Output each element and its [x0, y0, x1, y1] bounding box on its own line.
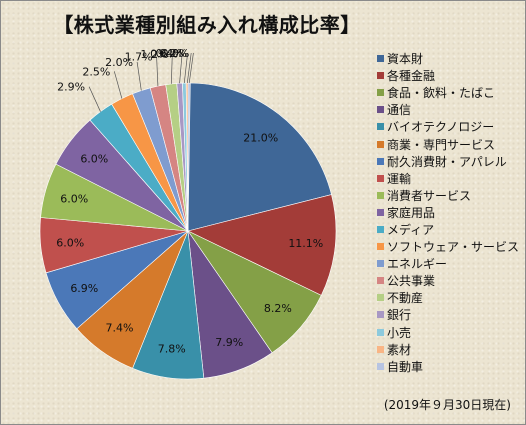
- legend-item: 消費者サービス: [377, 187, 519, 204]
- slice-value-label: 7.4%: [106, 322, 134, 335]
- slice-value-label: 11.1%: [288, 237, 323, 250]
- pie-slice: [187, 82, 332, 232]
- leader-line: [188, 52, 194, 84]
- legend-swatch: [377, 55, 384, 63]
- legend-item: 公共事業: [377, 272, 519, 289]
- leader-line: [170, 54, 173, 84]
- legend-swatch: [377, 140, 384, 148]
- legend-label: メディア: [387, 222, 435, 237]
- slice-value-label: 0.0%: [161, 47, 189, 60]
- legend-item: メディア: [377, 221, 519, 238]
- legend-swatch: [377, 277, 384, 285]
- slice-value-label: 6.0%: [80, 153, 108, 166]
- legend-swatch: [377, 191, 384, 199]
- legend-swatch: [377, 208, 384, 216]
- slice-value-label: 2.5%: [82, 65, 110, 78]
- legend-item: バイオテクノロジー: [377, 118, 519, 135]
- leader-line: [183, 53, 188, 84]
- legend-swatch: [377, 72, 384, 80]
- slice-value-label: 6.0%: [56, 237, 84, 250]
- legend-item: 銀行: [377, 306, 519, 323]
- legend-label: 銀行: [387, 308, 412, 323]
- legend-swatch: [377, 243, 384, 251]
- legend-label: ソフトウェア・サービス: [387, 240, 520, 255]
- legend-label: 食品・飲料・たばこ: [387, 86, 496, 101]
- legend-item: 自動車: [377, 358, 519, 375]
- slice-value-label: 0.6%: [150, 47, 178, 60]
- slice-value-label: 0.4%: [156, 47, 184, 60]
- legend-label: 消費者サービス: [387, 188, 472, 203]
- slice-value-label: 1.2%: [140, 48, 168, 61]
- legend-label: 自動車: [387, 359, 424, 374]
- legend-label: 耐久消費財・アパレル: [387, 154, 507, 169]
- slice-value-label: 7.8%: [158, 342, 186, 355]
- legend-swatch: [377, 106, 384, 114]
- legend-label: バイオテクノロジー: [387, 120, 495, 135]
- legend-swatch: [377, 157, 384, 165]
- legend-item: 各種金融: [377, 67, 519, 84]
- legend-swatch: [377, 328, 384, 336]
- slice-value-label: 2.0%: [105, 56, 133, 69]
- legend-item: 運輸: [377, 170, 519, 187]
- legend-label: 不動産: [387, 291, 424, 306]
- legend-item: 小売: [377, 324, 519, 341]
- legend-label: エネルギー: [387, 257, 448, 272]
- leader-line: [113, 71, 123, 99]
- slice-value-label: 6.9%: [70, 282, 98, 295]
- legend-label: 小売: [387, 325, 412, 340]
- legend-swatch: [377, 89, 384, 97]
- legend-swatch: [377, 345, 384, 353]
- legend-label: 家庭用品: [387, 205, 436, 220]
- legend-item: 家庭用品: [377, 204, 519, 221]
- slice-value-label: 21.0%: [243, 132, 278, 145]
- leader-line: [186, 52, 192, 84]
- leader-line: [136, 61, 142, 91]
- legend-item: 通信: [377, 101, 519, 118]
- legend-item: エネルギー: [377, 255, 519, 272]
- legend-label: 資本財: [387, 52, 424, 67]
- slice-value-label: 2.9%: [57, 81, 85, 94]
- slice-value-label: 8.2%: [264, 302, 292, 315]
- slice-value-label: 1.7%: [125, 51, 153, 64]
- legend-swatch: [377, 260, 384, 268]
- legend-swatch: [377, 174, 384, 182]
- leader-line: [156, 56, 159, 87]
- slice-value-label: 6.0%: [60, 192, 88, 205]
- pie-slice: [187, 82, 191, 232]
- leader-line: [88, 86, 101, 112]
- legend-item: 耐久消費財・アパレル: [377, 153, 519, 170]
- legend-label: 通信: [387, 103, 412, 118]
- legend-item: 不動産: [377, 289, 519, 306]
- legend-item: 食品・飲料・たばこ: [377, 84, 519, 101]
- pie-slice: [187, 194, 337, 296]
- legend-swatch: [377, 225, 384, 233]
- legend-item: ソフトウェア・サービス: [377, 238, 519, 255]
- slice-value-label: 0.2%: [159, 47, 187, 60]
- legend-label: 公共事業: [387, 274, 436, 289]
- slice-value-label: 7.9%: [215, 336, 243, 349]
- legend-label: 各種金融: [387, 69, 436, 84]
- legend-swatch: [377, 123, 384, 131]
- legend-swatch: [377, 362, 384, 370]
- legend-item: 素材: [377, 341, 519, 358]
- legend-label: 運輸: [387, 171, 412, 186]
- chart-legend: 資本財各種金融食品・飲料・たばこ 通信バイオテクノロジー 商業・専門サービス 耐久消費…: [377, 50, 519, 375]
- legend-item: 商業・専門サービス: [377, 135, 519, 152]
- as-of-date-note: (2019年９月30日現在): [383, 398, 511, 412]
- legend-swatch: [377, 311, 384, 319]
- legend-item: 資本財: [377, 50, 519, 67]
- chart-title: 【株式業種別組み入れ構成比率】: [53, 13, 361, 37]
- leader-line: [179, 53, 183, 84]
- legend-label: 素材: [387, 342, 412, 357]
- legend-label: 商業・専門サービス: [387, 137, 496, 152]
- legend-swatch: [377, 294, 384, 302]
